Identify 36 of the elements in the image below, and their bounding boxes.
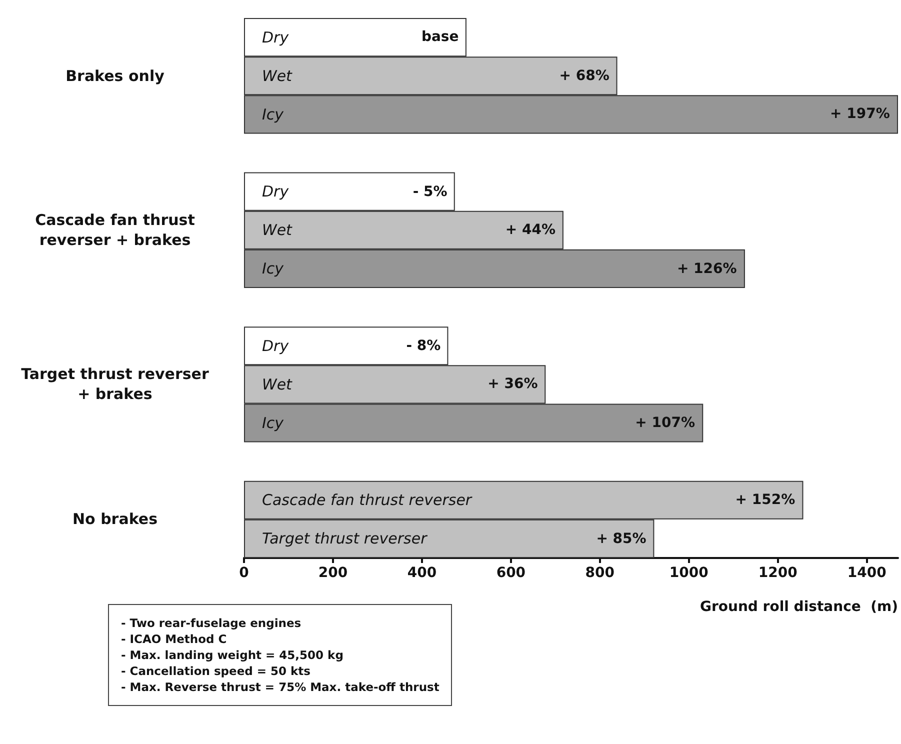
- annotation: + 152%: [735, 492, 796, 508]
- x-tick-label: 800: [585, 565, 615, 581]
- x-tick-label: 400: [407, 565, 437, 581]
- y-tick-label: Icy: [262, 260, 285, 278]
- y-tick-label: Dry: [262, 182, 290, 201]
- y-tick-label: Wet: [262, 375, 294, 394]
- text: Target thrust reverser + brakes: [20, 364, 210, 404]
- y-tick-label: Wet: [262, 66, 294, 85]
- y-tick-label: Icy: [262, 414, 285, 432]
- y-tick-label: Target thrust reverser: [262, 530, 428, 548]
- y-tick-label: Dry: [262, 336, 290, 355]
- annotation: + 85%: [596, 530, 646, 547]
- annotation: - 8%: [406, 338, 441, 354]
- y-tick-label: Dry: [262, 28, 290, 46]
- x-tick-label: 0: [239, 565, 250, 581]
- annotation: + 197%: [830, 106, 890, 122]
- text: - Two rear-fuselage engines - ICAO Method C - Max. landing weight = 45,500 kg - Cancellation speed = 50 kts - Max. Reverse thrust = 75% Max. take-off thrust: [108, 604, 452, 706]
- annotation: + 126%: [676, 260, 737, 277]
- annotation: base: [421, 29, 459, 46]
- x-tick-label: 600: [496, 565, 526, 581]
- y-tick-label: Icy: [262, 105, 285, 124]
- text: Cascade fan thrust reverser + brakes: [34, 210, 196, 250]
- y-tick-label: Cascade fan thrust reverser: [262, 491, 472, 510]
- annotation: + 107%: [635, 415, 695, 431]
- annotation: + 36%: [488, 376, 538, 392]
- annotation: + 44%: [505, 222, 556, 238]
- annotation: - 5%: [412, 184, 448, 200]
- x-axis-title: Ground roll distance (m): [700, 599, 898, 615]
- x-tick-label: 1000: [669, 565, 709, 581]
- x-tick-label: 1200: [758, 565, 798, 581]
- text: No brakes: [71, 509, 158, 530]
- annotation: + 68%: [559, 68, 610, 84]
- x-tick-label: 200: [318, 565, 348, 581]
- text: Brakes only: [64, 66, 166, 86]
- y-tick-label: Wet: [262, 221, 294, 240]
- x-tick-label: 1400: [847, 565, 887, 581]
